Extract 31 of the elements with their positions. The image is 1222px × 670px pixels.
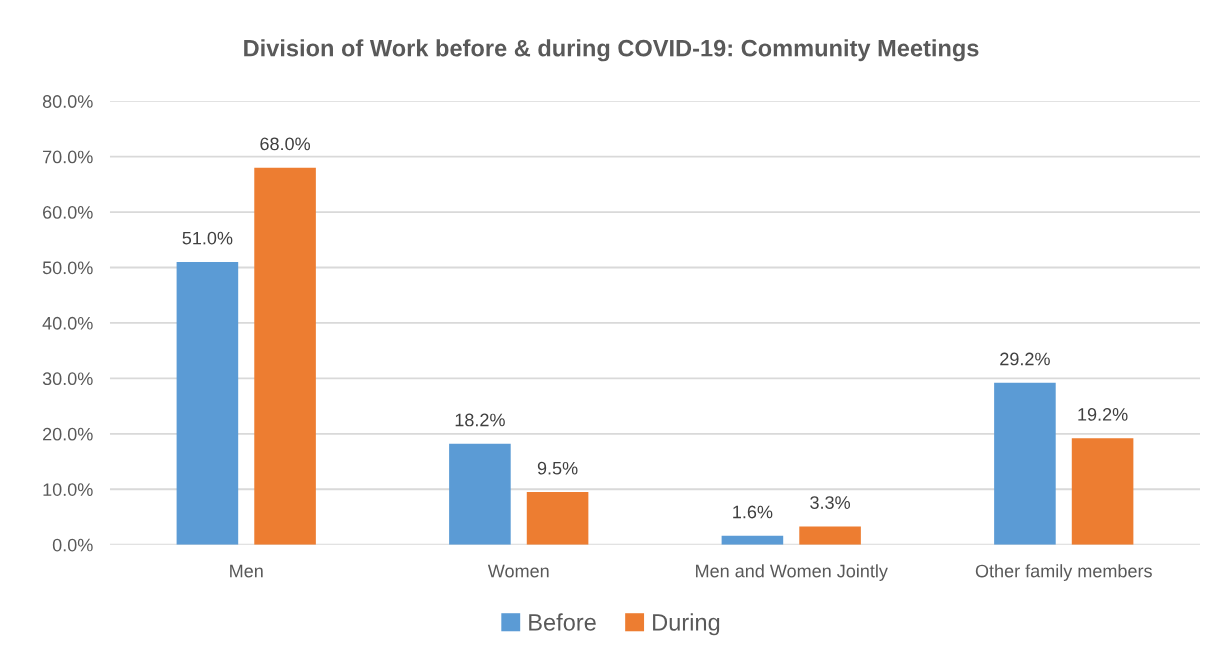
data-label: 1.6% <box>733 505 773 519</box>
bar <box>1071 438 1134 545</box>
x-tick-label: Women <box>487 564 549 578</box>
chart-title: Division of Work before & during COVID-19: Community Meetings <box>244 39 979 62</box>
x-tick-label: Men and Women Jointly <box>696 564 888 581</box>
y-tick-label: 60.0% <box>43 205 93 219</box>
bar <box>526 492 589 545</box>
bar <box>449 443 511 545</box>
x-tick-label: Other family members <box>975 564 1152 581</box>
data-label: 51.0% <box>182 231 233 245</box>
data-label: 29.2% <box>1000 352 1050 366</box>
y-tick-label: 10.0% <box>43 483 93 496</box>
bar <box>176 261 239 545</box>
bar <box>254 167 316 545</box>
data-label: 9.5% <box>537 461 578 475</box>
x-tick-label: Men <box>230 564 263 578</box>
bar <box>799 526 861 545</box>
y-tick-label: 40.0% <box>42 316 93 330</box>
data-label: 3.3% <box>810 496 851 509</box>
legend-label: During <box>653 613 720 636</box>
data-label: 19.2% <box>1078 408 1128 421</box>
data-label: 68.0% <box>260 137 311 151</box>
y-tick-label: 20.0% <box>43 427 93 441</box>
y-tick-label: 0.0% <box>52 538 93 552</box>
y-tick-label: 30.0% <box>42 372 93 386</box>
y-tick-label: 70.0% <box>43 150 93 164</box>
data-label: 18.2% <box>455 413 505 427</box>
legend-label: Before <box>529 613 596 631</box>
y-tick-label: 50.0% <box>42 261 93 275</box>
y-tick-label: 80.0% <box>42 95 93 108</box>
bar <box>994 382 1056 545</box>
